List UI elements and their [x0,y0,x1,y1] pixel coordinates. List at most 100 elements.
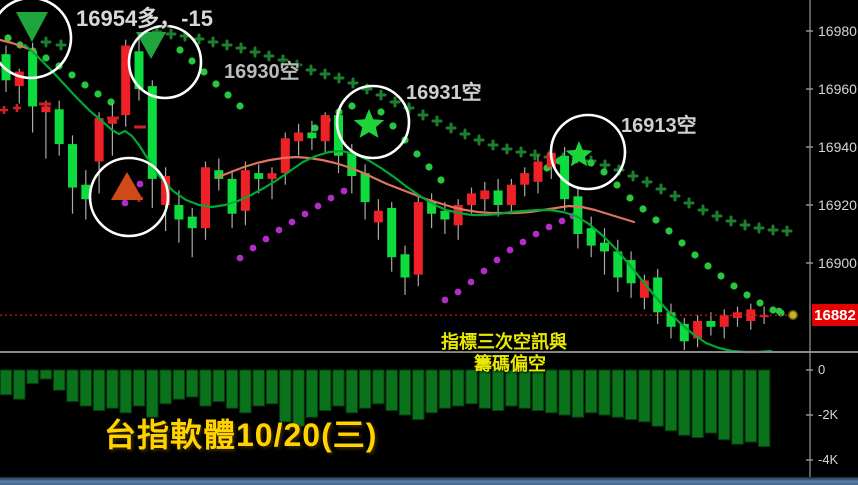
volume-bar [239,369,252,414]
highlight-circle [0,0,73,80]
candle-up [719,315,729,327]
candle-down [586,228,596,246]
volume-bar [39,369,53,380]
plus-trail-mark [193,33,205,45]
volume-bar [106,369,119,409]
candle-down [653,277,663,313]
green-sar-dot [68,71,76,79]
plus-trail-mark [277,54,289,66]
candle-up [107,118,117,124]
purple-sar-dot [327,194,335,202]
candle-up [94,118,104,162]
volume-bar [531,369,545,411]
volume-bar [92,369,106,411]
green-sar-dot [704,262,712,270]
volume-tick-label: -2K [818,407,839,422]
signal-label-16930: 16930空 [224,61,300,83]
candle-down [147,86,157,179]
volume-bar [611,369,624,418]
highlight-circle [335,84,411,160]
plus-trail-mark [55,39,67,51]
green-sar-dot [678,239,686,247]
volume-bar [678,369,691,436]
volume-bar [119,369,132,414]
volume-bar [372,369,385,405]
sell-triangle-icon [136,32,166,59]
volume-bar [558,369,571,416]
candle-down [679,323,689,342]
plus-trail-mark [207,36,219,48]
green-sar-dot [613,181,621,189]
candle-down [214,170,224,179]
candle-up [413,202,423,275]
green-sar-dot [665,227,673,235]
candle-down [54,109,64,145]
plus-trail-mark [683,197,695,209]
sell-triangle-icon [16,12,48,42]
plus-trail-mark [305,64,317,76]
volume-bar [438,369,452,409]
purple-sar-dot [340,187,348,195]
candle-down [307,132,317,139]
signal-label-16931: 16931空 [406,82,482,104]
volume-bar [279,369,292,423]
plus-trail-mark [291,59,303,71]
candle-down [360,173,370,203]
green-sar-dot [600,168,608,176]
candle-down [387,207,397,258]
price-tick-label: 16920 [818,197,857,213]
plus-trail-mark [529,149,541,161]
candle-up [733,312,742,319]
green-sar-dot [224,91,232,99]
green-sar-dot [236,102,244,110]
candle-up [161,176,171,205]
buy-triangle-icon [111,172,143,200]
candle-up [41,106,51,113]
candle-up [240,170,250,211]
volume-bar [452,369,465,407]
volume-bar [252,369,265,407]
candle-down [427,202,437,214]
volume-bar [651,369,664,427]
plus-trail-mark [627,170,639,182]
plus-trail-mark [641,176,653,188]
volume-bar [398,369,412,416]
volume-bar [159,369,172,405]
volume-bar [744,369,757,443]
candle-down [174,205,184,220]
candle-up [294,132,304,142]
green-sar-dot [717,272,725,280]
candle-down [613,251,623,278]
volume-bar [345,369,359,414]
plus-trail-mark [417,109,429,121]
volume-bar [132,369,146,407]
ma-fast-line [23,43,773,354]
plus-trail-mark [165,28,177,40]
volume-bar [425,369,438,414]
plus-trail-mark [487,139,499,151]
price-tick-label: 16980 [818,23,857,39]
purple-sar-dot [532,230,540,238]
purple-sar-dot [519,238,527,246]
purple-sar-dot [288,218,296,226]
plus-trail-mark [431,115,443,127]
purple-sar-dot [314,202,322,210]
volume-bar [585,369,598,414]
purple-sar-dot [236,254,244,262]
green-sar-dot [626,194,634,202]
plus-trail-mark [753,222,765,234]
candle-down [440,210,450,220]
volume-tick-label: -4K [818,452,839,467]
volume-bar [518,369,531,409]
plus-trail-mark [781,225,793,237]
highlight-circle [88,156,170,238]
candle-down [666,312,676,327]
candle-up [201,167,210,229]
purple-sar-dot [262,235,270,243]
short-star-icon [353,109,385,138]
volume-bar [731,369,744,445]
candle-up [759,315,769,318]
volume-bar [26,369,39,384]
purple-sar-dot [454,288,462,296]
candle-down [254,173,264,179]
